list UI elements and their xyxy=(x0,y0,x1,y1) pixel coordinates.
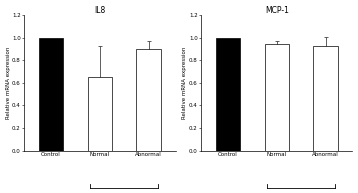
Bar xyxy=(39,38,63,151)
Y-axis label: Relative mRNA expression: Relative mRNA expression xyxy=(183,47,188,119)
Bar xyxy=(216,38,240,151)
Title: IL8: IL8 xyxy=(94,6,106,14)
Bar xyxy=(136,49,161,151)
Bar xyxy=(88,77,112,151)
Bar xyxy=(313,46,338,151)
Y-axis label: Relative mRNA expression: Relative mRNA expression xyxy=(6,47,10,119)
Title: MCP-1: MCP-1 xyxy=(265,6,289,14)
Bar xyxy=(265,43,289,151)
